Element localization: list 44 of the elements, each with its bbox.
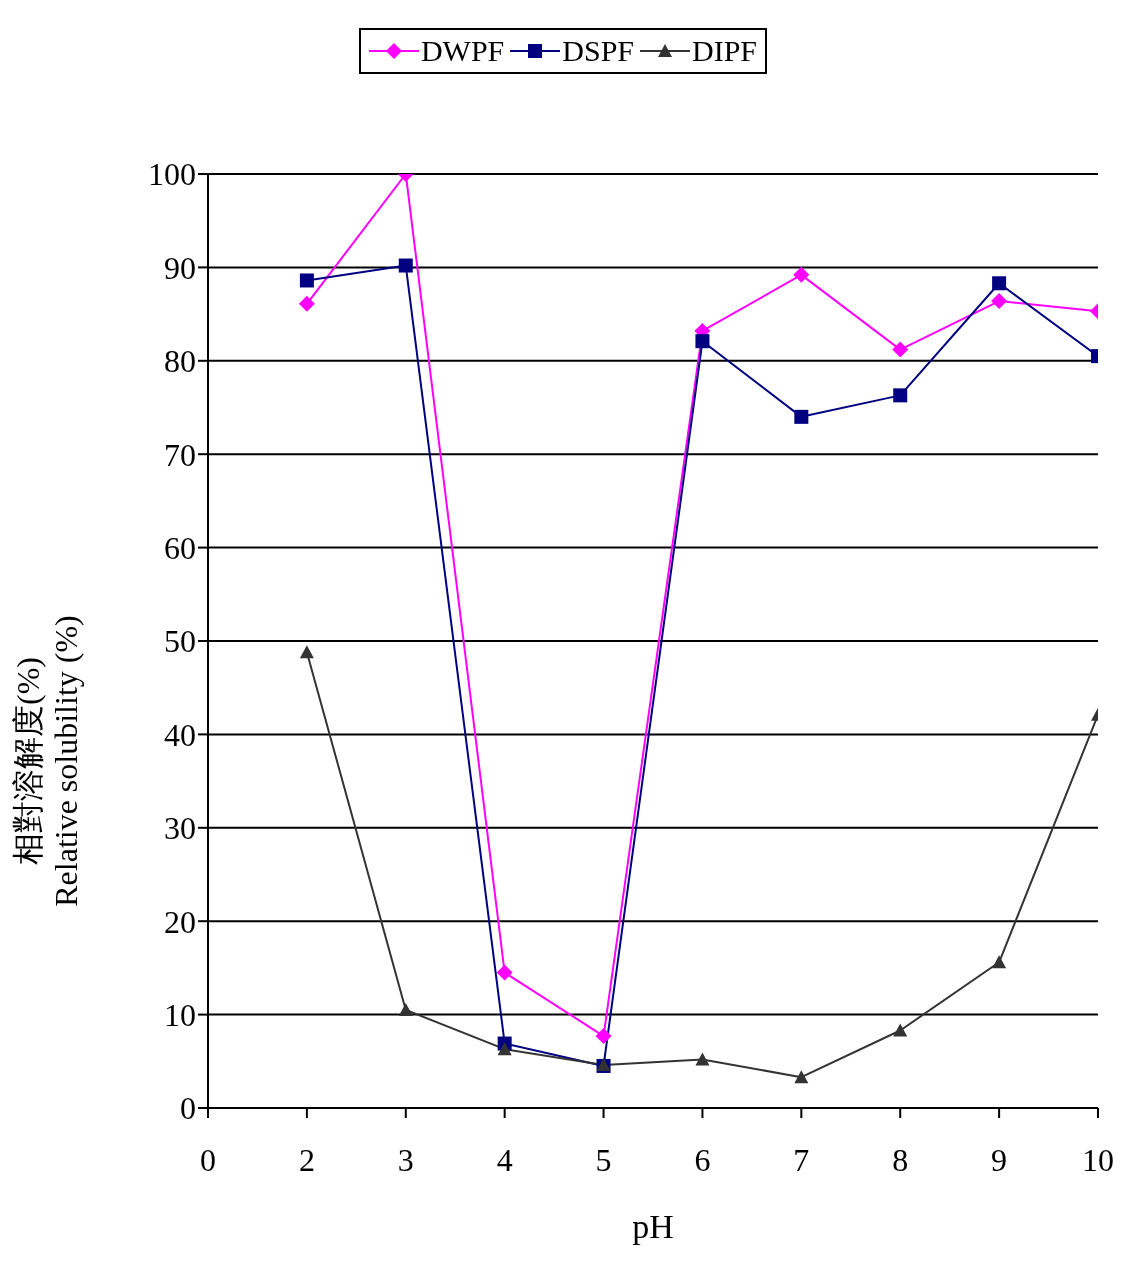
point — [299, 273, 314, 288]
point — [496, 964, 513, 981]
point — [992, 276, 1007, 291]
y-tick-label: 50 — [164, 623, 196, 660]
y-tick-label: 60 — [164, 529, 196, 566]
y-tick-label: 100 — [148, 156, 196, 193]
x-tick-label: 2 — [298, 1141, 315, 1178]
point — [695, 334, 710, 349]
x-axis-title: pH — [632, 1208, 674, 1245]
y-tick-label: 40 — [164, 716, 196, 753]
y-tick-label: 90 — [164, 249, 196, 286]
point — [893, 388, 908, 403]
point — [893, 1023, 908, 1037]
legend-label: DWPF — [420, 34, 505, 68]
point — [793, 266, 810, 283]
point — [398, 1002, 413, 1016]
x-tick-label: 10 — [1082, 1141, 1114, 1178]
legend-label: DSPF — [562, 34, 635, 68]
x-tick-label: 3 — [397, 1141, 414, 1178]
point — [299, 645, 314, 659]
y-tick-label: 70 — [164, 436, 196, 473]
point — [992, 955, 1007, 969]
point — [595, 1028, 612, 1045]
point — [497, 1042, 512, 1056]
point — [298, 295, 315, 312]
y-tick-label: 20 — [164, 903, 196, 940]
legend-label: DIPF — [692, 34, 758, 68]
point — [794, 409, 809, 424]
point — [695, 1052, 710, 1066]
y-axis-title: 相對溶解度(%) Relative solubility (%) — [10, 615, 84, 907]
y-tick-label: 30 — [164, 810, 196, 847]
x-tick-label: 9 — [991, 1141, 1008, 1178]
x-tick-label: 7 — [793, 1141, 810, 1178]
x-tick-label: 6 — [694, 1141, 711, 1178]
point — [991, 293, 1008, 310]
point — [794, 1070, 809, 1084]
x-tick-label: 5 — [595, 1141, 612, 1178]
x-tick-label: 8 — [892, 1141, 909, 1178]
x-tick-label: 4 — [496, 1141, 513, 1178]
point — [398, 258, 413, 273]
y-tick-label: 80 — [164, 343, 196, 380]
y-tick-label: 10 — [164, 996, 196, 1033]
point — [892, 341, 909, 358]
y-tick-label: 0 — [180, 1090, 196, 1127]
